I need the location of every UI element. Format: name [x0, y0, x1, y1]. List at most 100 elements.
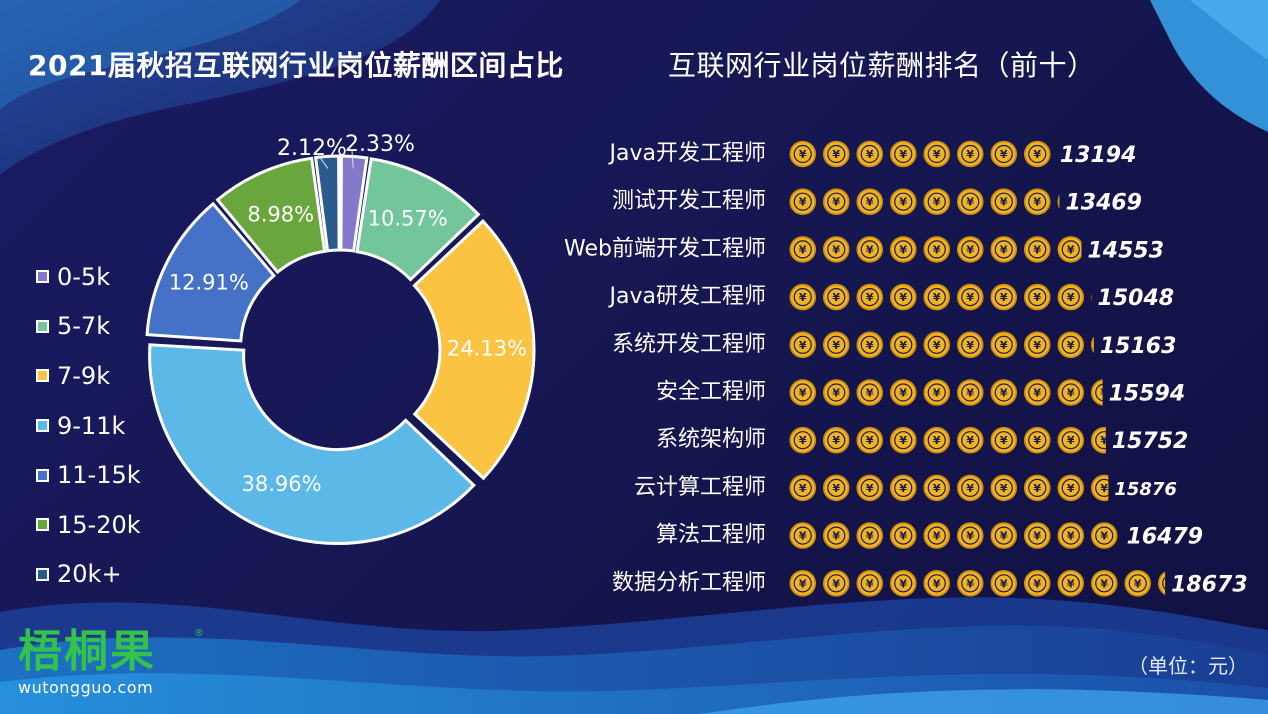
svg-text:¥: ¥: [799, 434, 807, 447]
svg-text:¥: ¥: [966, 387, 974, 400]
ranking-value-label: 15048: [1098, 286, 1175, 311]
yuan-coin-icon: ¥: [889, 188, 917, 215]
svg-text:¥: ¥: [1033, 291, 1041, 304]
salary-range-donut-chart: 2.33% 10.57% 24.13% 38.96% 12.91% 8.98% 2.12%: [145, 132, 536, 545]
svg-text:¥: ¥: [933, 148, 941, 161]
yuan-coin-icon: ¥: [956, 188, 984, 215]
yuan-coin-icon: ¥: [822, 331, 850, 359]
svg-text:¥: ¥: [1033, 530, 1041, 543]
svg-text:¥: ¥: [933, 434, 941, 447]
yuan-coin-icon: ¥: [1023, 236, 1051, 263]
yuan-coin-icon: ¥: [1090, 569, 1118, 597]
svg-text:¥: ¥: [1000, 434, 1008, 447]
yuan-coin-icon: ¥: [1057, 569, 1085, 597]
donut-slice-9-11k: [148, 343, 476, 545]
donut-slice-11-15k: [145, 201, 277, 343]
yuan-coin-icon: ¥: [923, 236, 951, 263]
ranking-bar: ¥ ¥ ¥ ¥ ¥ ¥ ¥ ¥ ¥ ¥: [789, 283, 1092, 311]
svg-text:¥: ¥: [832, 434, 840, 447]
svg-text:¥: ¥: [966, 196, 974, 209]
svg-text:¥: ¥: [966, 339, 974, 352]
wutongguo-logo: 梧桐果 wutongguo.com ®: [18, 628, 204, 698]
yuan-coin-icon: ¥: [990, 474, 1018, 502]
ranking-row: Java开发工程师 ¥ ¥ ¥ ¥ ¥ ¥ ¥ ¥13194: [608, 140, 1137, 168]
yuan-coin-icon: ¥: [889, 331, 917, 359]
ranking-row: 云计算工程师 ¥ ¥ ¥ ¥ ¥ ¥ ¥ ¥ ¥ ¥15876: [634, 474, 1177, 502]
label-leader-line: [317, 154, 329, 169]
svg-text:¥: ¥: [866, 434, 874, 447]
legend-label: 9-11k: [57, 411, 126, 440]
ranking-category-label: Java开发工程师: [608, 141, 766, 166]
donut-label-7-9k: 24.13%: [447, 337, 527, 361]
svg-text:¥: ¥: [1000, 243, 1008, 256]
legend-item-9-11k: 9-11k: [36, 401, 176, 451]
yuan-coin-icon: ¥: [889, 522, 917, 549]
legend-label: 20k+: [57, 560, 122, 589]
svg-text:¥: ¥: [832, 530, 840, 543]
ranking-bar: ¥ ¥ ¥ ¥ ¥ ¥ ¥ ¥: [789, 140, 1051, 168]
ranking-bar: ¥ ¥ ¥ ¥ ¥ ¥ ¥ ¥ ¥: [789, 188, 1060, 215]
legend-swatch: [36, 369, 49, 383]
ranking-category-label: 测试开发工程师: [612, 189, 766, 214]
yuan-coin-icon: ¥: [990, 379, 1018, 406]
yuan-coin-icon: ¥: [1057, 331, 1085, 359]
yuan-coin-icon: ¥: [923, 331, 951, 359]
legend-item-5-7k: 5-7k: [36, 302, 176, 352]
svg-text:¥: ¥: [933, 577, 941, 590]
svg-text:¥: ¥: [933, 339, 941, 352]
svg-text:¥: ¥: [1100, 530, 1108, 543]
svg-text:¥: ¥: [899, 482, 907, 495]
legend-swatch: [36, 567, 49, 581]
svg-text:¥: ¥: [1000, 387, 1008, 400]
svg-text:¥: ¥: [933, 243, 941, 256]
legend-label: 0-5k: [57, 262, 111, 291]
ranking-category-label: 系统架构师: [656, 427, 766, 452]
svg-text:¥: ¥: [1033, 148, 1041, 161]
ranking-category-label: 系统开发工程师: [612, 332, 766, 357]
yuan-coin-icon: ¥: [1023, 379, 1051, 406]
label-leader-line: [351, 150, 354, 169]
ranking-chart-title: 互联网行业岗位薪酬排名（前十）: [668, 49, 1096, 82]
yuan-coin-icon: ¥: [990, 188, 1018, 215]
yuan-coin-icon: ¥: [889, 283, 917, 311]
ranking-value-label: 13194: [1060, 143, 1137, 168]
yuan-coin-icon: ¥: [990, 236, 1018, 263]
svg-text:¥: ¥: [1134, 577, 1142, 590]
svg-text:¥: ¥: [899, 577, 907, 590]
ranking-value-label: 15163: [1100, 334, 1177, 359]
yuan-coin-icon: ¥: [789, 522, 817, 549]
svg-text:¥: ¥: [1067, 339, 1075, 352]
svg-text:¥: ¥: [799, 148, 807, 161]
svg-text:¥: ¥: [966, 434, 974, 447]
svg-text:¥: ¥: [933, 291, 941, 304]
svg-text:¥: ¥: [1067, 291, 1075, 304]
yuan-coin-icon: ¥: [956, 140, 984, 168]
svg-text:¥: ¥: [799, 482, 807, 495]
legend-swatch: [36, 270, 49, 284]
svg-text:¥: ¥: [899, 434, 907, 447]
yuan-coin-icon: ¥: [990, 331, 1018, 359]
yuan-coin-icon: ¥: [1090, 522, 1118, 549]
legend-label: 7-9k: [57, 361, 111, 390]
yuan-coin-icon: ¥: [789, 379, 817, 406]
svg-text:¥: ¥: [899, 243, 907, 256]
yuan-coin-icon: ¥: [923, 474, 951, 502]
yuan-coin-icon: ¥: [990, 569, 1018, 597]
yuan-coin-icon: ¥: [1023, 569, 1051, 597]
svg-text:¥: ¥: [1033, 243, 1041, 256]
yuan-coin-icon: ¥: [1057, 236, 1082, 263]
ranking-value-label: 15594: [1109, 382, 1186, 407]
svg-text:¥: ¥: [1033, 339, 1041, 352]
yuan-coin-icon: ¥: [1023, 522, 1051, 549]
yuan-coin-icon: ¥: [1090, 426, 1106, 454]
ranking-row: Web前端开发工程师 ¥ ¥ ¥ ¥ ¥ ¥ ¥ ¥ ¥14553: [564, 236, 1164, 263]
yuan-coin-icon: ¥: [1023, 188, 1051, 215]
svg-text:¥: ¥: [933, 482, 941, 495]
yuan-coin-icon: ¥: [856, 426, 884, 454]
donut-label-20k+: 2.12%: [277, 136, 347, 161]
donut-label-15-20k: 8.98%: [247, 202, 314, 226]
yuan-coin-icon: ¥: [789, 426, 817, 454]
svg-text:¥: ¥: [1000, 530, 1008, 543]
donut-slice-7-9k: [412, 219, 536, 481]
svg-text:¥: ¥: [1100, 387, 1108, 400]
